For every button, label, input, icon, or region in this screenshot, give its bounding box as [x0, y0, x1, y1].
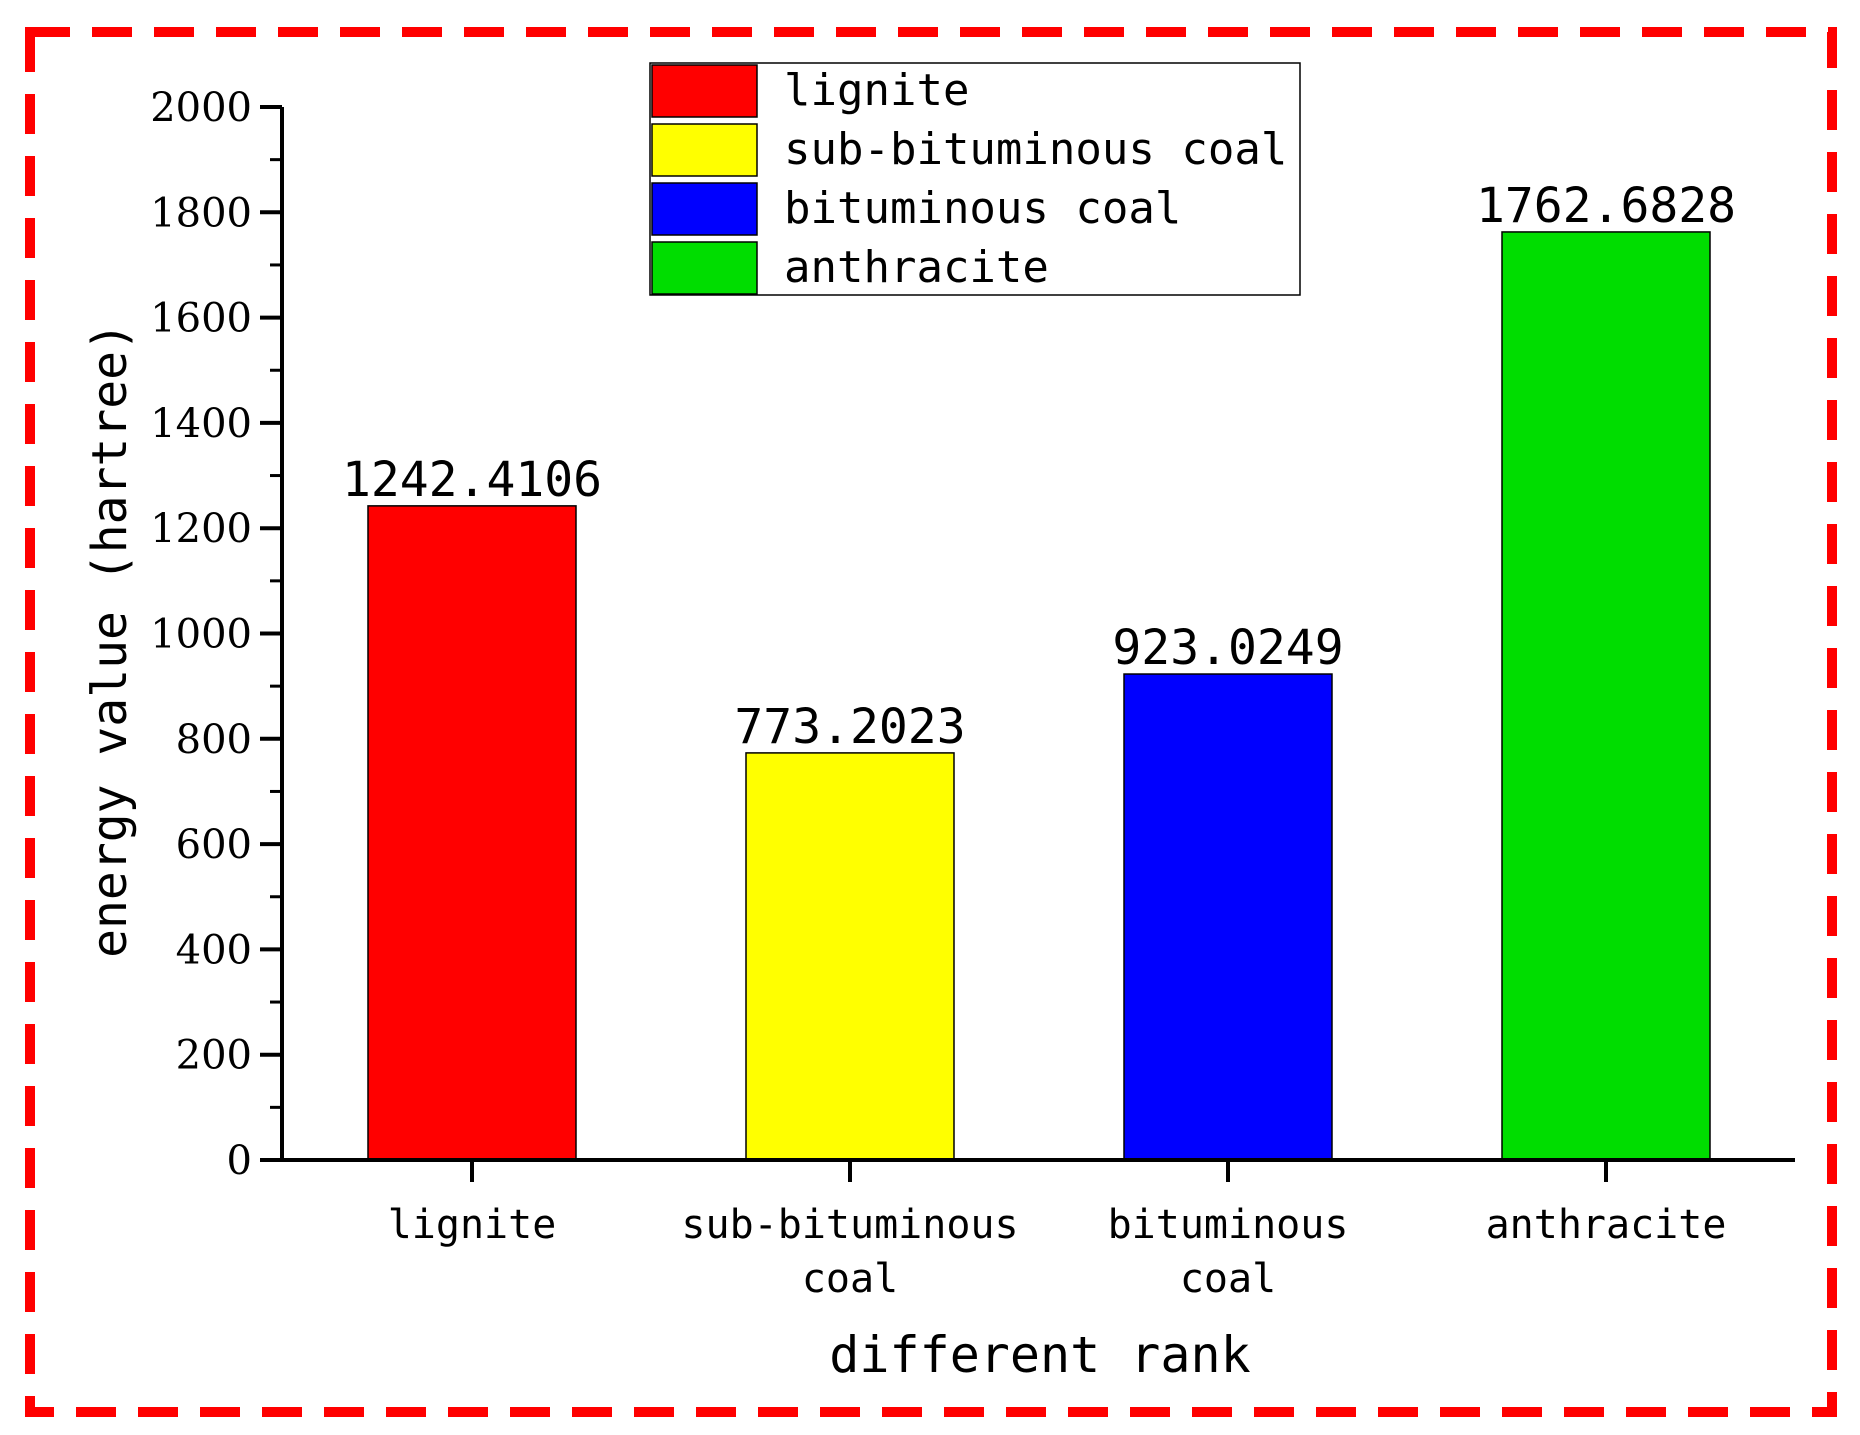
legend-swatch-2	[651, 182, 758, 236]
legend-label-3: anthracite	[784, 242, 1049, 293]
x-tick-label-0: lignite	[388, 1202, 557, 1248]
y-tick-label-7: 1400	[150, 401, 252, 447]
y-tick-label-5: 1000	[150, 612, 252, 658]
y-tick-label-1: 200	[176, 1033, 252, 1079]
y-tick-label-8: 1600	[150, 296, 252, 342]
legend-swatch-3	[651, 241, 758, 295]
x-tick-label-2: bituminous coal	[1108, 1202, 1349, 1302]
legend: lignite sub-bituminous coal bituminous coa…	[649, 62, 1301, 296]
bar-2	[1123, 673, 1333, 1161]
y-tick-label-10: 2000	[150, 85, 252, 131]
bars	[367, 231, 1711, 1161]
value-label-2: 923.0249	[1112, 620, 1343, 676]
legend-box	[649, 62, 1301, 296]
axes	[260, 105, 1795, 1182]
legend-swatch-0	[651, 64, 758, 118]
bar-1	[745, 752, 955, 1161]
y-tick-label-0: 0	[227, 1138, 252, 1184]
y-tick-label-9: 1800	[150, 190, 252, 236]
legend-label-2: bituminous coal	[784, 183, 1181, 234]
labels: 1242.4106 773.2023 923.0249 1762.6828 0 200 40…	[82, 85, 1736, 1384]
bar-3	[1501, 231, 1711, 1161]
legend-label-0: lignite	[784, 65, 969, 116]
value-label-0: 1242.4106	[342, 452, 602, 508]
y-tick-label-4: 800	[176, 717, 252, 763]
legend-label-1: sub-bituminous coal	[784, 124, 1287, 175]
y-tick-label-2: 400	[176, 927, 252, 973]
y-axis-title: energy value (hartree)	[82, 322, 138, 958]
x-tick-label-1: sub-bituminous coal	[681, 1202, 1018, 1302]
bar-0	[367, 505, 577, 1161]
dashed-frame	[25, 27, 1837, 1417]
x-tick-label-3: anthracite	[1486, 1202, 1727, 1248]
x-axis-title: different rank	[829, 1326, 1250, 1384]
value-label-3: 1762.6828	[1476, 178, 1736, 234]
y-tick-label-6: 1200	[150, 506, 252, 552]
value-label-1: 773.2023	[734, 699, 965, 755]
legend-swatch-1	[651, 123, 758, 177]
y-tick-label-3: 600	[176, 822, 252, 868]
